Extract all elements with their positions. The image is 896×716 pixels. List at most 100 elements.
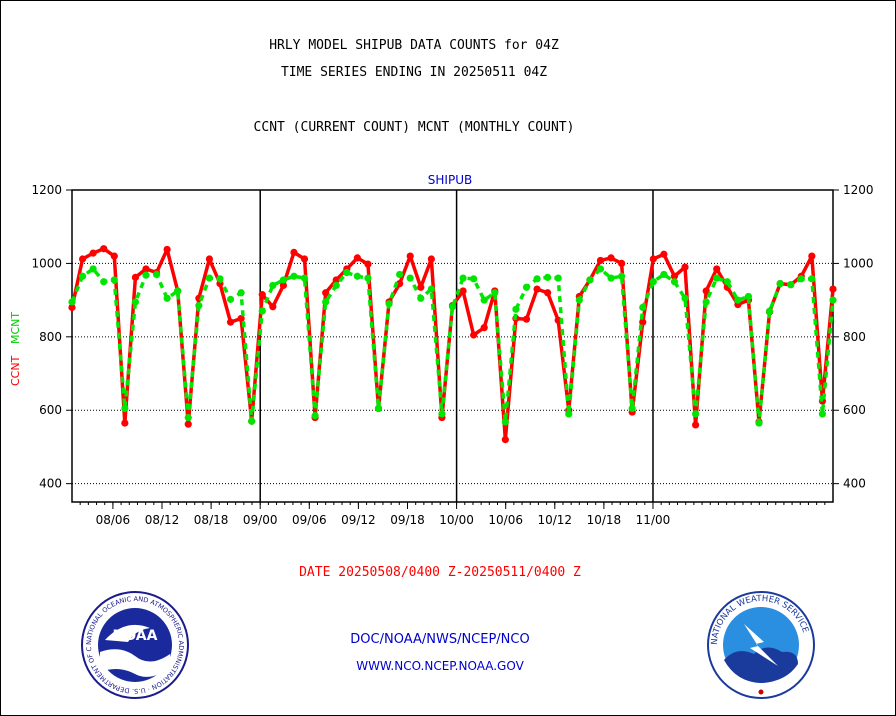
data-point-mcnt <box>290 272 298 280</box>
panel-title: SHIPUB <box>428 173 472 187</box>
data-point-ccnt <box>290 248 298 256</box>
y-tick-label-left: 1000 <box>31 256 62 270</box>
data-point-mcnt <box>322 298 330 306</box>
data-point-mcnt <box>121 404 129 412</box>
data-point-mcnt <box>691 410 700 418</box>
x-tick-label: 08/12 <box>145 513 180 527</box>
data-point-ccnt <box>131 273 140 281</box>
data-point-ccnt <box>427 255 435 263</box>
y-tick-label-right: 600 <box>843 403 866 417</box>
y-tick-label-left: 600 <box>39 403 62 417</box>
data-point-ccnt <box>607 254 615 262</box>
data-point-ccnt <box>300 255 309 263</box>
data-point-mcnt <box>713 274 721 282</box>
data-point-ccnt <box>78 255 87 263</box>
x-tick-label: 09/12 <box>341 513 376 527</box>
data-point-mcnt <box>596 265 605 273</box>
data-point-ccnt <box>544 289 552 297</box>
data-point-mcnt <box>258 307 266 315</box>
data-point-mcnt <box>332 281 340 290</box>
data-point-mcnt <box>110 276 118 284</box>
data-point-mcnt <box>78 272 87 280</box>
data-point-mcnt <box>649 278 657 286</box>
data-point-mcnt <box>269 281 277 290</box>
data-point-mcnt <box>522 283 531 291</box>
data-point-mcnt <box>216 275 224 283</box>
data-point-mcnt <box>427 285 435 293</box>
data-point-ccnt <box>459 287 467 295</box>
data-point-mcnt <box>660 270 668 279</box>
x-tick-label: 10/12 <box>537 513 572 527</box>
data-point-mcnt <box>448 303 457 311</box>
noaa-logo-text: NOAA <box>113 628 158 644</box>
data-point-mcnt <box>438 410 446 418</box>
data-point-ccnt <box>110 252 118 260</box>
y-tick-label-right: 1000 <box>843 256 874 270</box>
data-point-ccnt <box>533 285 541 293</box>
y-axis-label-mcnt: MCNT <box>9 312 22 344</box>
date-range-label: DATE 20250508/0400 Z-20250511/0400 Z <box>299 565 581 580</box>
data-point-mcnt <box>459 274 467 282</box>
data-point-mcnt <box>501 418 509 426</box>
data-point-ccnt <box>501 436 509 444</box>
data-point-mcnt <box>681 294 689 302</box>
data-point-mcnt <box>755 419 763 427</box>
data-point-mcnt <box>512 305 520 313</box>
website-link[interactable]: WWW.NCO.NCEP.NOAA.GOV <box>356 659 524 673</box>
series-legend-line: CCNT (CURRENT COUNT) MCNT (MONTHLY COUNT… <box>253 120 575 135</box>
data-point-mcnt <box>797 275 805 283</box>
chart-title-line-2: TIME SERIES ENDING IN 20250511 04Z <box>280 65 548 80</box>
x-tick-label: 11/00 <box>636 513 671 527</box>
data-point-ccnt <box>269 303 277 311</box>
series-mcnt <box>68 265 837 427</box>
nws-star-icon <box>758 689 764 695</box>
data-point-mcnt <box>343 268 351 277</box>
data-point-mcnt <box>100 278 108 286</box>
gridlines <box>72 190 833 502</box>
data-point-mcnt <box>68 298 76 306</box>
data-point-ccnt <box>670 272 679 280</box>
plot-frame <box>71 189 834 503</box>
data-point-ccnt <box>322 289 330 297</box>
data-point-mcnt <box>152 270 161 279</box>
data-point-mcnt <box>818 410 827 418</box>
data-point-mcnt <box>575 296 583 304</box>
data-point-mcnt <box>300 274 309 282</box>
data-point-ccnt <box>480 324 488 332</box>
data-point-ccnt <box>522 315 531 323</box>
data-point-ccnt <box>121 419 129 427</box>
data-point-ccnt <box>396 280 404 288</box>
data-point-ccnt <box>353 254 361 262</box>
data-point-ccnt <box>681 263 689 271</box>
data-point-ccnt <box>205 255 214 263</box>
noaa-logo: NOAA NATIONAL OCEANIC AND ATMOSPHERIC AD… <box>80 590 189 699</box>
x-tick-label: 08/06 <box>96 513 131 527</box>
y-tick-label-right: 400 <box>843 477 866 491</box>
y-tick-label-right: 1200 <box>843 183 874 197</box>
data-point-mcnt <box>744 292 753 301</box>
data-point-mcnt <box>586 276 594 284</box>
data-point-ccnt <box>406 252 414 260</box>
data-point-ccnt <box>829 285 837 293</box>
data-point-mcnt <box>248 417 256 425</box>
data-point-ccnt <box>470 331 478 339</box>
data-point-mcnt <box>131 298 140 306</box>
data-point-mcnt <box>723 278 731 286</box>
data-point-ccnt <box>713 265 721 273</box>
data-point-ccnt <box>184 420 192 428</box>
data-point-mcnt <box>364 274 372 282</box>
data-point-mcnt <box>491 289 499 297</box>
data-point-ccnt <box>596 256 605 265</box>
data-point-mcnt <box>406 274 414 282</box>
data-point-mcnt <box>670 278 679 286</box>
data-point-mcnt <box>417 294 425 302</box>
data-point-ccnt <box>332 276 340 284</box>
data-point-mcnt <box>544 273 552 281</box>
data-point-mcnt <box>628 404 636 412</box>
y-tick-label-left: 400 <box>39 477 62 491</box>
data-point-mcnt <box>829 296 837 304</box>
series-ccnt <box>68 245 837 444</box>
y-tick-label-left: 1200 <box>31 183 62 197</box>
data-point-ccnt <box>237 314 245 323</box>
data-point-mcnt <box>554 274 562 282</box>
